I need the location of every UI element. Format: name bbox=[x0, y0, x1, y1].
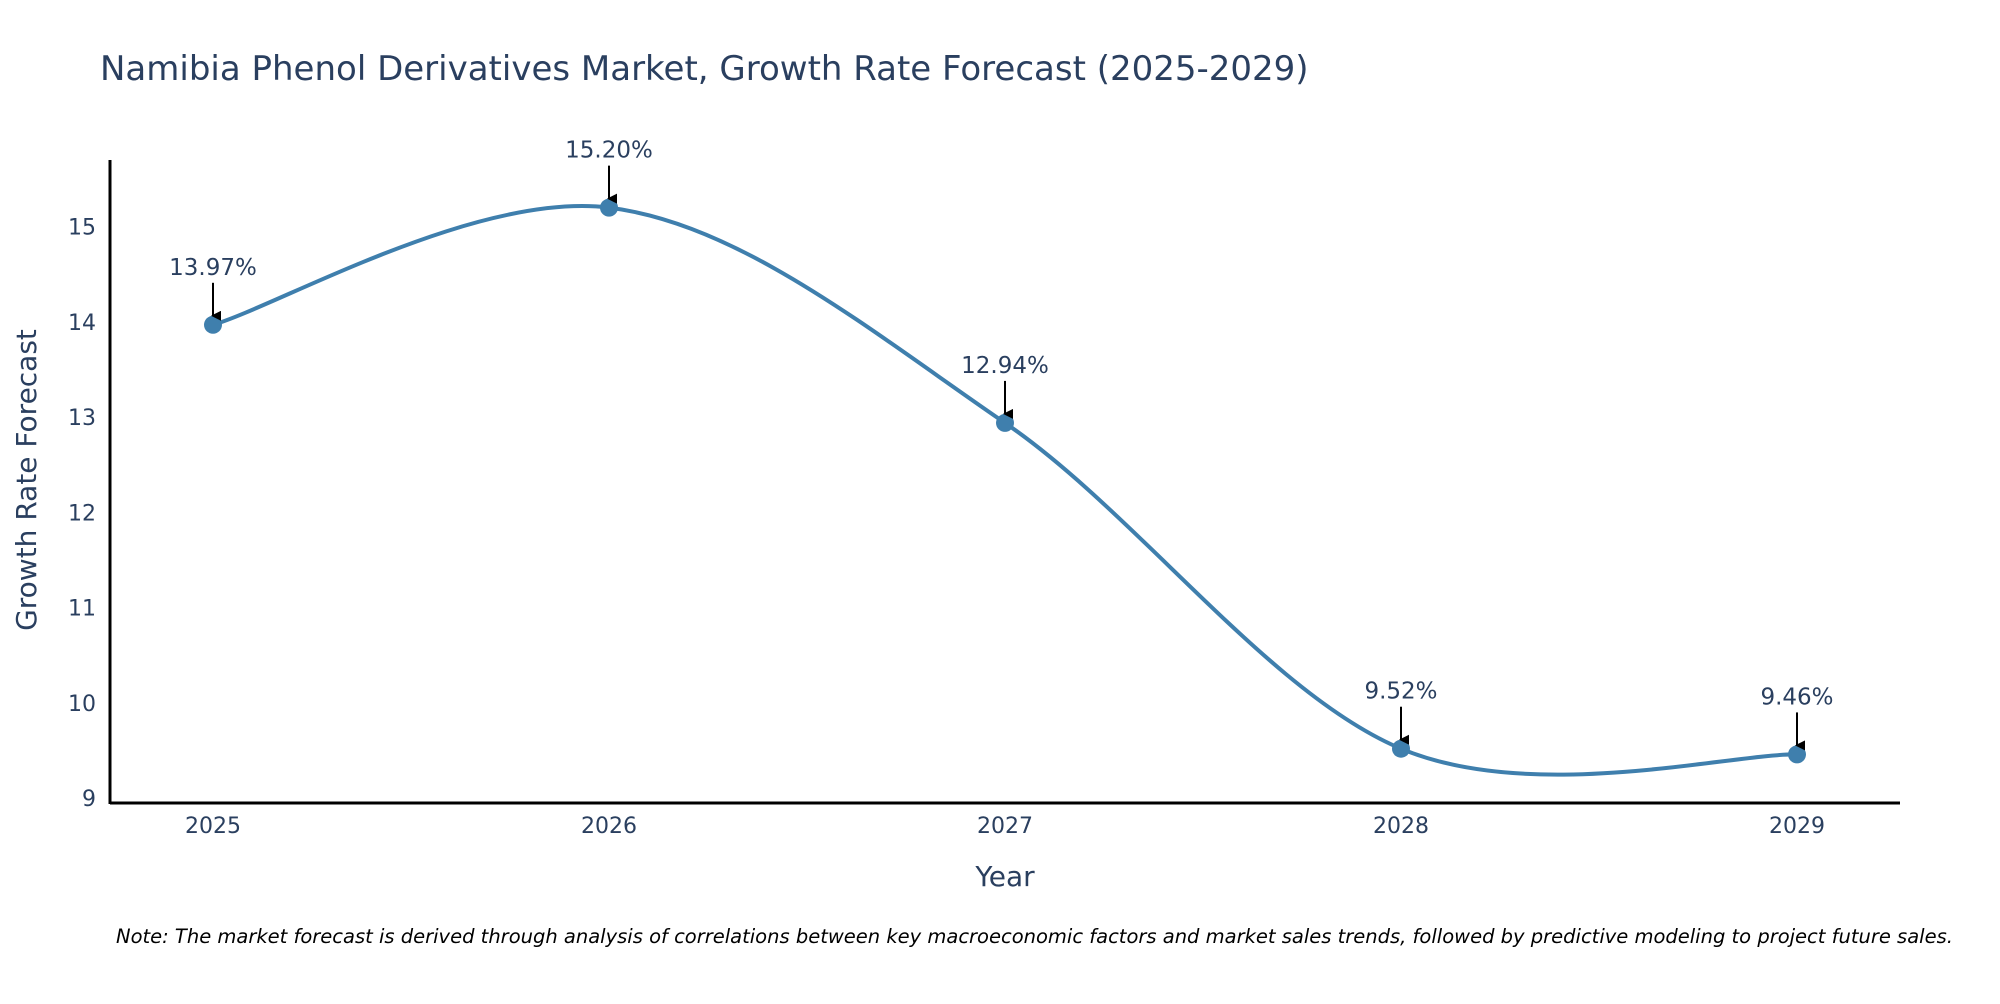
data-point[interactable] bbox=[600, 198, 618, 217]
chart-title: Namibia Phenol Derivatives Market, Growt… bbox=[100, 49, 1309, 89]
y-axis-title: Growth Rate Forecast bbox=[10, 329, 43, 631]
x-tick-label: 2027 bbox=[977, 814, 1033, 839]
y-tick-label: 13 bbox=[68, 406, 96, 431]
data-point[interactable] bbox=[1392, 739, 1410, 758]
series-line bbox=[212, 204, 1798, 777]
x-axis-title: Year bbox=[974, 860, 1035, 893]
data-label: 12.94% bbox=[961, 353, 1049, 379]
data-label: 9.46% bbox=[1760, 684, 1833, 710]
x-tick-label: 2026 bbox=[581, 814, 637, 839]
data-point[interactable] bbox=[204, 315, 222, 334]
data-point[interactable] bbox=[996, 413, 1014, 432]
y-tick-label: 9 bbox=[82, 787, 96, 812]
data-label: 9.52% bbox=[1364, 679, 1437, 705]
x-tick-label: 2028 bbox=[1373, 814, 1429, 839]
data-point-group bbox=[204, 198, 1806, 764]
y-tick-label: 12 bbox=[68, 501, 96, 526]
y-tick-label: 14 bbox=[68, 311, 96, 336]
x-tick-group: 2025 2026 2027 2028 2029 bbox=[185, 814, 1825, 839]
y-tick-label: 10 bbox=[68, 692, 96, 717]
y-tick-label: 15 bbox=[68, 216, 96, 241]
data-point[interactable] bbox=[1788, 745, 1806, 764]
x-tick-label: 2025 bbox=[185, 814, 241, 839]
data-label: 13.97% bbox=[169, 255, 257, 281]
annotation-group: 13.97% 15.20% 12.94% 9.52% 9.46% bbox=[169, 138, 1834, 751]
x-tick-label: 2029 bbox=[1769, 814, 1825, 839]
y-tick-label: 11 bbox=[68, 597, 96, 622]
data-label: 15.20% bbox=[565, 138, 653, 164]
chart-note: Note: The market forecast is derived thr… bbox=[116, 925, 1953, 948]
y-tick-group: 9 10 11 12 13 14 15 bbox=[68, 216, 96, 813]
